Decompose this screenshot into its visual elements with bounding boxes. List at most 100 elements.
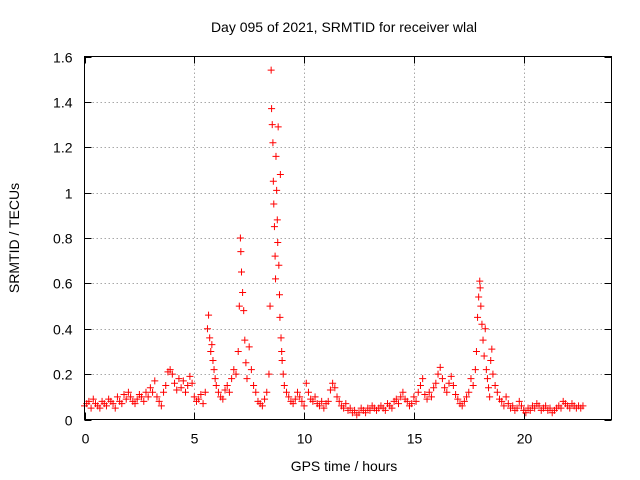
data-point: [177, 384, 185, 392]
data-point: [203, 325, 211, 333]
data-point: [331, 384, 339, 392]
data-point: [324, 397, 332, 405]
data-point: [274, 123, 282, 131]
data-point: [425, 388, 433, 396]
data-point: [208, 341, 216, 349]
data-point: [412, 397, 420, 405]
y-tick-label: 0: [65, 413, 73, 429]
data-point: [149, 388, 157, 396]
x-tick-label: 15: [407, 431, 423, 447]
data-point: [171, 379, 179, 387]
data-point: [454, 395, 462, 403]
data-point: [272, 152, 280, 160]
y-tick-label: 0.4: [53, 322, 73, 338]
data-point: [205, 311, 213, 319]
data-point: [366, 406, 374, 414]
data-point: [441, 384, 449, 392]
y-tick-label: 1.6: [53, 50, 73, 66]
data-point: [289, 400, 297, 408]
data-point: [160, 388, 168, 396]
data-point: [239, 288, 247, 296]
data-point: [269, 177, 277, 185]
data-point: [240, 307, 248, 315]
data-point: [157, 402, 165, 410]
data-point: [419, 375, 427, 383]
data-point: [266, 302, 274, 310]
data-point: [315, 402, 323, 410]
data-point: [469, 381, 477, 389]
data-point: [491, 381, 499, 389]
data-point: [127, 393, 135, 401]
data-point: [225, 388, 233, 396]
data-point: [329, 379, 337, 387]
data-point: [421, 391, 429, 399]
data-point: [397, 393, 405, 401]
data-point: [474, 313, 482, 321]
data-point: [408, 400, 416, 408]
data-point: [476, 277, 484, 285]
y-tick-label: 1: [65, 186, 73, 202]
data-point: [252, 388, 260, 396]
data-point: [190, 393, 198, 401]
data-point: [509, 402, 517, 410]
data-point: [146, 384, 154, 392]
x-tick-label: 5: [191, 431, 199, 447]
plot-frame: [84, 56, 612, 420]
data-point: [155, 397, 163, 405]
data-point: [318, 397, 326, 405]
data-point: [579, 402, 587, 410]
chart-title: Day 095 of 2021, SRMTID for receiver wla…: [211, 19, 477, 35]
data-point: [140, 397, 148, 405]
data-point: [173, 386, 181, 394]
y-tick-label: 1.2: [53, 140, 73, 156]
y-tick-label: 0.2: [53, 367, 73, 383]
data-point: [449, 381, 457, 389]
data-point: [304, 388, 312, 396]
x-tick-label: 10: [297, 431, 313, 447]
data-point: [261, 395, 269, 403]
data-point: [278, 347, 286, 355]
data-point: [388, 404, 396, 412]
data-point: [85, 397, 93, 405]
data-point: [209, 357, 217, 365]
y-tick-label: 0.8: [53, 231, 73, 247]
data-point: [498, 397, 506, 405]
data-point: [214, 388, 222, 396]
data-point: [186, 372, 194, 380]
data-point: [472, 347, 480, 355]
data-point: [197, 391, 205, 399]
data-point: [355, 409, 363, 417]
data-point: [502, 393, 510, 401]
data-point: [309, 397, 317, 405]
data-point: [234, 347, 242, 355]
data-point: [475, 293, 483, 301]
data-point: [179, 377, 187, 385]
data-point: [483, 375, 491, 383]
data-point: [489, 370, 497, 378]
data-point: [285, 393, 293, 401]
data-point: [293, 388, 301, 396]
data-point: [480, 352, 488, 360]
data-point: [162, 381, 170, 389]
data-point: [531, 404, 539, 412]
data-point: [267, 66, 275, 74]
data-point: [465, 388, 473, 396]
data-point: [399, 388, 407, 396]
data-point: [320, 404, 328, 412]
data-point: [351, 406, 359, 414]
data-points: [81, 66, 587, 419]
data-point: [500, 402, 508, 410]
data-point: [430, 384, 438, 392]
data-point: [201, 388, 209, 396]
data-point: [478, 320, 486, 328]
data-point: [463, 393, 471, 401]
data-point: [195, 395, 203, 403]
data-point: [238, 268, 246, 276]
data-point: [423, 395, 431, 403]
data-point: [488, 345, 496, 353]
data-point: [504, 400, 512, 408]
data-point: [443, 388, 451, 396]
data-point: [460, 397, 468, 405]
data-point: [291, 395, 299, 403]
